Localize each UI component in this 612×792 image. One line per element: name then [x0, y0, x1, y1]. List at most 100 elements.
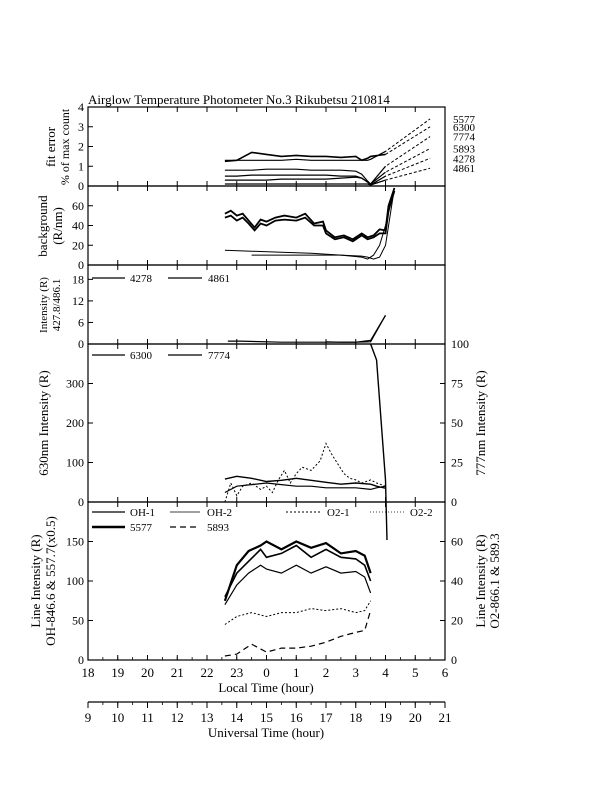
ut-tick-label: 14: [230, 710, 244, 725]
ratio-series-4278: [227, 314, 387, 343]
fit-error-tail-7774: [370, 136, 431, 185]
fit-error-ylabel-1: fit error: [43, 126, 58, 167]
series-6300: [224, 475, 386, 489]
legend-label-6300: 6300: [130, 350, 153, 362]
fit-error-series-label: 5577: [453, 114, 476, 126]
series-5577: [223, 540, 372, 602]
background-series-1: [224, 190, 396, 243]
ut-tick-label: 18: [349, 710, 362, 725]
ut-tick-label: 21: [439, 710, 452, 725]
series-OH-2: [224, 564, 372, 606]
y-tick-label: 150: [66, 535, 84, 549]
legend-label-7774: 7774: [208, 350, 231, 362]
background-series-2: [224, 187, 395, 260]
local-time-tick-label: 18: [82, 665, 95, 680]
fit-error-series-7774: [224, 165, 386, 185]
labels-layer: 18 19 20 21 22 23 0 1 2 3 4 5 69 10 11 12 13 14 15 16 17 18 19…: [66, 100, 476, 725]
y-tick-label: 50: [451, 416, 463, 430]
cross-panel-spike: [369, 343, 388, 541]
y-tick-label: 100: [451, 337, 469, 351]
ticks-layer: [87, 106, 446, 708]
y-tick-label: 20: [451, 614, 463, 628]
y-tick-label: 100: [66, 456, 84, 470]
panel-fit-error-frame: [87, 106, 446, 187]
y-tick-label: 300: [66, 377, 84, 391]
y-tick-label: 40: [72, 219, 84, 233]
ut-tick-label: 9: [85, 710, 92, 725]
local-time-tick-label: 3: [353, 665, 360, 680]
y-tick-label: 18: [72, 272, 84, 286]
y-tick-label: 60: [451, 535, 463, 549]
ut-xlabel: Universal Time (hour): [208, 725, 324, 740]
local-time-tick-label: 4: [382, 665, 389, 680]
local-time-tick-label: 19: [111, 665, 124, 680]
local-time-tick-label: 23: [230, 665, 243, 680]
y-tick-label: 75: [451, 377, 463, 391]
local-time-tick-label: 2: [323, 665, 330, 680]
ut-tick-label: 17: [320, 710, 334, 725]
y-tick-label: 4: [78, 100, 84, 114]
legend-label-5577: 5577: [130, 522, 153, 534]
series-O2-1: [224, 600, 372, 625]
legend-label-OH-2: OH-2: [207, 507, 232, 519]
y-tick-label: 0: [78, 258, 84, 272]
y-tick-label: 0: [78, 653, 84, 667]
y-tick-label: 1: [78, 159, 84, 173]
local-time-tick-label: 5: [412, 665, 419, 680]
fit-error-tail-5577: [370, 118, 431, 160]
y-tick-label: 200: [66, 416, 84, 430]
ut-tick-label: 13: [201, 710, 214, 725]
background-series-3: [251, 187, 395, 260]
panel-630-777-frame: [87, 343, 446, 503]
fit-error-series-label: 6300: [453, 122, 476, 134]
fit-error-series-5577: [224, 150, 386, 161]
ut-tick-label: 12: [171, 710, 184, 725]
y-tick-label: 0: [78, 495, 84, 509]
local-time-xlabel: Local Time (hour): [218, 680, 313, 695]
fit-error-series-label: 4278: [453, 153, 476, 165]
local-time-tick-label: 6: [442, 665, 449, 680]
legend-label-4861: 4861: [208, 273, 230, 285]
y-tick-label: 25: [451, 456, 463, 470]
y-tick-label: 50: [72, 614, 84, 628]
background-ylabel-2: (R/nm): [50, 207, 65, 245]
line-intensity-ylabel-left-2: OH-846.6 & 557.7(x0.5): [43, 516, 58, 646]
fit-error-tail-4861: [370, 167, 431, 186]
series-layer: [223, 118, 431, 657]
legend-label-5893: 5893: [207, 522, 230, 534]
ut-tick-label: 10: [111, 710, 124, 725]
fit-error-series-4278: [224, 175, 386, 186]
ut-tick-label: 19: [379, 710, 392, 725]
series-7774: [224, 482, 386, 494]
legend-label-O2-2: O2-2: [410, 507, 433, 519]
local-time-tick-label: 21: [171, 665, 184, 680]
y-tick-label: 0: [451, 495, 457, 509]
777-ylabel: 777nm Intensity (R): [473, 370, 488, 475]
y-tick-label: 100: [66, 574, 84, 588]
y-tick-label: 6: [78, 315, 84, 329]
fit-error-tail-4278: [370, 157, 431, 186]
legend-label-O2-1: O2-1: [327, 507, 350, 519]
ratio-ylabel-1: Intensity (R): [38, 277, 50, 333]
local-time-tick-label: 20: [141, 665, 154, 680]
ut-tick-label: 20: [409, 710, 422, 725]
630-ylabel: 630nm Intensity (R): [36, 370, 51, 475]
line-intensity-ylabel-left-1: Line Intensity (R): [28, 534, 43, 627]
y-tick-label: 40: [451, 574, 463, 588]
y-tick-label: 3: [78, 120, 84, 134]
fit-error-ylabel-2: % of max count: [58, 108, 72, 185]
ut-tick-label: 11: [141, 710, 154, 725]
local-time-tick-label: 1: [293, 665, 300, 680]
chart-title: Airglow Temperature Photometer No.3 Riku…: [88, 92, 390, 107]
y-tick-label: 2: [78, 140, 84, 154]
fit-error-tail-6300: [370, 126, 431, 157]
y-tick-label: 20: [72, 238, 84, 252]
y-tick-label: 0: [78, 337, 84, 351]
series-OH-1: [224, 544, 372, 598]
series-777-dotted: [224, 442, 386, 503]
y-tick-label: 0: [451, 653, 457, 667]
ut-tick-label: 15: [260, 710, 273, 725]
background-ylabel-1: background: [35, 195, 50, 257]
local-time-tick-label: 22: [201, 665, 214, 680]
